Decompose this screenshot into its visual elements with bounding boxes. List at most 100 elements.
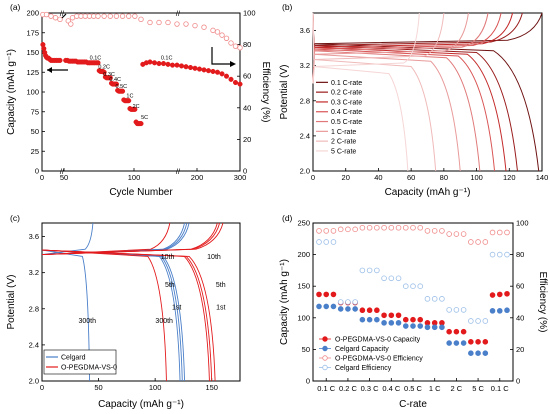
data-point bbox=[482, 350, 489, 356]
discharge-curve bbox=[312, 12, 540, 172]
data-point bbox=[402, 323, 409, 329]
curve-annotation: 300th bbox=[155, 318, 173, 325]
data-point bbox=[468, 339, 474, 345]
data-point bbox=[496, 291, 503, 298]
x-tick-label: 80 bbox=[440, 173, 448, 182]
data-point bbox=[489, 229, 496, 236]
x-axis-title: Capacity (mAh g⁻¹) bbox=[385, 187, 471, 198]
data-point bbox=[489, 292, 496, 298]
data-point bbox=[431, 324, 438, 331]
charge-curve bbox=[312, 12, 502, 84]
rate-label: 0.1C bbox=[90, 56, 102, 62]
data-point bbox=[468, 318, 474, 324]
data-point bbox=[345, 299, 351, 305]
efficiency-point bbox=[132, 13, 138, 19]
efficiency-point bbox=[57, 16, 63, 23]
capacity-point bbox=[196, 66, 203, 72]
data-point bbox=[402, 224, 409, 231]
y-tick-label: 2.0 bbox=[29, 377, 39, 386]
discharge-curve bbox=[312, 12, 496, 172]
x-category-label: 0.1 C bbox=[491, 384, 510, 393]
efficiency-point bbox=[183, 21, 189, 27]
curve-annotation: 1st bbox=[216, 305, 225, 312]
data-point bbox=[337, 306, 344, 312]
x-category-label: 0.2 C bbox=[339, 384, 358, 393]
top-arrow bbox=[61, 13, 67, 19]
efficiency-point bbox=[138, 16, 144, 23]
efficiency-point bbox=[113, 13, 120, 19]
data-point bbox=[388, 312, 395, 319]
charge-curve bbox=[41, 222, 185, 256]
rate-label: 0.4C bbox=[109, 77, 121, 83]
y2-axis-title: Efficiency (%) bbox=[537, 272, 548, 333]
data-point bbox=[359, 267, 366, 274]
efficiency-point bbox=[192, 22, 198, 29]
y-tick-label: 2.0 bbox=[300, 167, 310, 176]
y-tick-label: 2.4 bbox=[29, 340, 39, 349]
y2-tick-label: 40 bbox=[243, 103, 251, 112]
y-tick-label: 100 bbox=[26, 88, 39, 97]
legend-label: Celgard bbox=[61, 355, 86, 362]
panel-d-label: (d) bbox=[282, 213, 293, 223]
discharge-curve bbox=[41, 249, 181, 382]
data-point bbox=[417, 323, 424, 329]
discharge-curve bbox=[41, 249, 183, 382]
rate-label: 1C bbox=[126, 94, 133, 100]
axis-break-mark: // bbox=[60, 9, 65, 18]
x-axis-title: C-rate bbox=[399, 399, 427, 410]
y2-tick-label: 80 bbox=[516, 250, 524, 259]
capacity-point bbox=[169, 62, 176, 68]
curve-annotation: 1st bbox=[172, 305, 181, 312]
efficiency-point bbox=[101, 13, 107, 19]
data-point bbox=[439, 296, 445, 302]
data-point bbox=[460, 340, 467, 346]
y-tick-label: 200 bbox=[26, 9, 39, 18]
efficiency-point bbox=[237, 45, 243, 51]
y2-tick-label: 40 bbox=[516, 313, 524, 322]
efficiency-point bbox=[232, 43, 239, 49]
panel-b-label: (b) bbox=[282, 2, 293, 12]
efficiency-point bbox=[174, 21, 180, 27]
charge-curve bbox=[312, 12, 489, 84]
x-tick-label: 0 bbox=[311, 173, 315, 182]
data-point bbox=[337, 299, 344, 305]
rate-label: 2C bbox=[133, 104, 140, 110]
legend-label: 1 C-rate bbox=[331, 129, 356, 136]
x-tick-label: 140 bbox=[536, 173, 549, 182]
discharge-curve bbox=[312, 12, 461, 172]
discharge-curve bbox=[41, 249, 167, 382]
y2-tick-label: 20 bbox=[516, 345, 524, 354]
data-point bbox=[446, 328, 452, 335]
capacity-point bbox=[228, 76, 234, 82]
capacity-point bbox=[113, 81, 119, 87]
data-point bbox=[388, 275, 395, 282]
y-tick-label: 2.8 bbox=[29, 304, 39, 313]
legend-label: Celgard Efficiency bbox=[335, 365, 392, 372]
axis-break-mark: // bbox=[176, 9, 181, 18]
data-point bbox=[431, 296, 438, 302]
data-point bbox=[330, 228, 337, 234]
data-point bbox=[482, 339, 489, 345]
data-point bbox=[381, 320, 387, 326]
data-point bbox=[439, 324, 445, 331]
efficiency-point bbox=[126, 13, 132, 19]
efficiency-point bbox=[52, 15, 59, 21]
data-point bbox=[460, 307, 467, 313]
data-point bbox=[468, 239, 474, 245]
charge-curve bbox=[41, 222, 224, 256]
legend-label: 2 C-rate bbox=[331, 139, 356, 146]
x-category-label: 0.1 C bbox=[317, 384, 336, 393]
charge-curve bbox=[41, 222, 218, 256]
y2-tick-label: 0 bbox=[243, 167, 247, 176]
legend-label: 0.5 C-rate bbox=[331, 119, 362, 126]
legend-label: Celgard Capacity bbox=[335, 346, 389, 353]
data-point bbox=[489, 251, 496, 258]
data-point bbox=[352, 226, 358, 233]
rate-label: 0.3C bbox=[103, 72, 115, 78]
data-point bbox=[395, 275, 402, 282]
charge-curve bbox=[312, 12, 420, 84]
x-tick-label: 150 bbox=[205, 383, 218, 392]
axis-break-mark: // bbox=[60, 167, 65, 176]
y2-tick-label: 100 bbox=[516, 219, 529, 228]
curve-annotation: 10th bbox=[207, 254, 221, 261]
